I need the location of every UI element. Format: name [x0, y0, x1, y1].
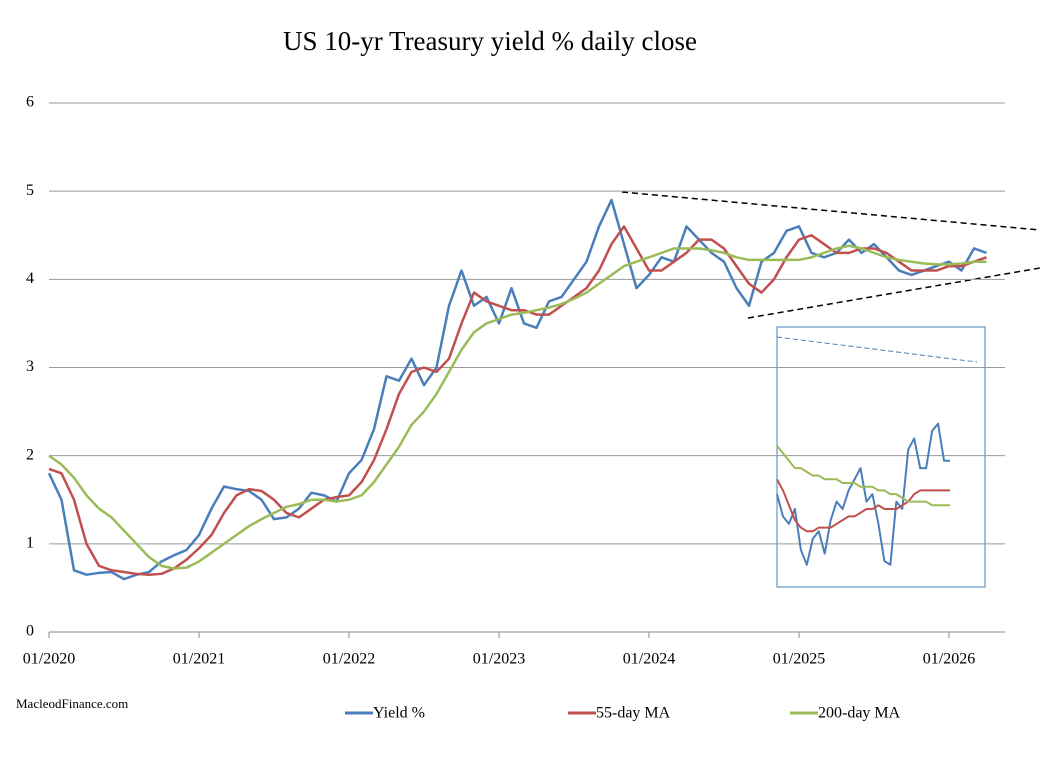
x-tick-label: 01/2025 — [773, 651, 825, 668]
x-tick-label: 01/2023 — [473, 651, 525, 668]
series-line — [48, 225, 987, 576]
y-tick-label: 4 — [26, 270, 34, 287]
x-tick-label: 01/2020 — [23, 651, 75, 668]
x-tick-label: 01/2022 — [323, 651, 375, 668]
resistance-trendline — [621, 191, 1041, 231]
inset-frame — [776, 326, 986, 588]
y-tick-label: 3 — [26, 358, 34, 375]
inset-line — [776, 422, 950, 566]
y-tick-label: 1 — [26, 535, 34, 552]
legend-label: Yield % — [373, 705, 425, 722]
source: MacleodFinance.com — [16, 696, 128, 711]
y-tick-label: 6 — [26, 94, 34, 111]
support-trendline — [747, 267, 1041, 319]
y-tick-label: 5 — [26, 182, 34, 199]
legend-label: 200-day MA — [818, 705, 901, 722]
x-tick-label: 01/2026 — [923, 651, 975, 668]
x-tick-label: 01/2021 — [173, 651, 225, 668]
series-line — [48, 244, 987, 570]
y-tick-label: 2 — [26, 446, 34, 463]
inset-line — [776, 478, 950, 533]
series-line — [47, 198, 987, 581]
y-tick-label: 0 — [26, 623, 34, 640]
legend-label: 55-day MA — [596, 705, 671, 722]
x-tick-label: 01/2024 — [623, 651, 675, 668]
chart-title: US 10-yr Treasury yield % daily close — [283, 26, 697, 56]
inset-line — [776, 445, 950, 507]
inset-trendline — [776, 336, 978, 363]
